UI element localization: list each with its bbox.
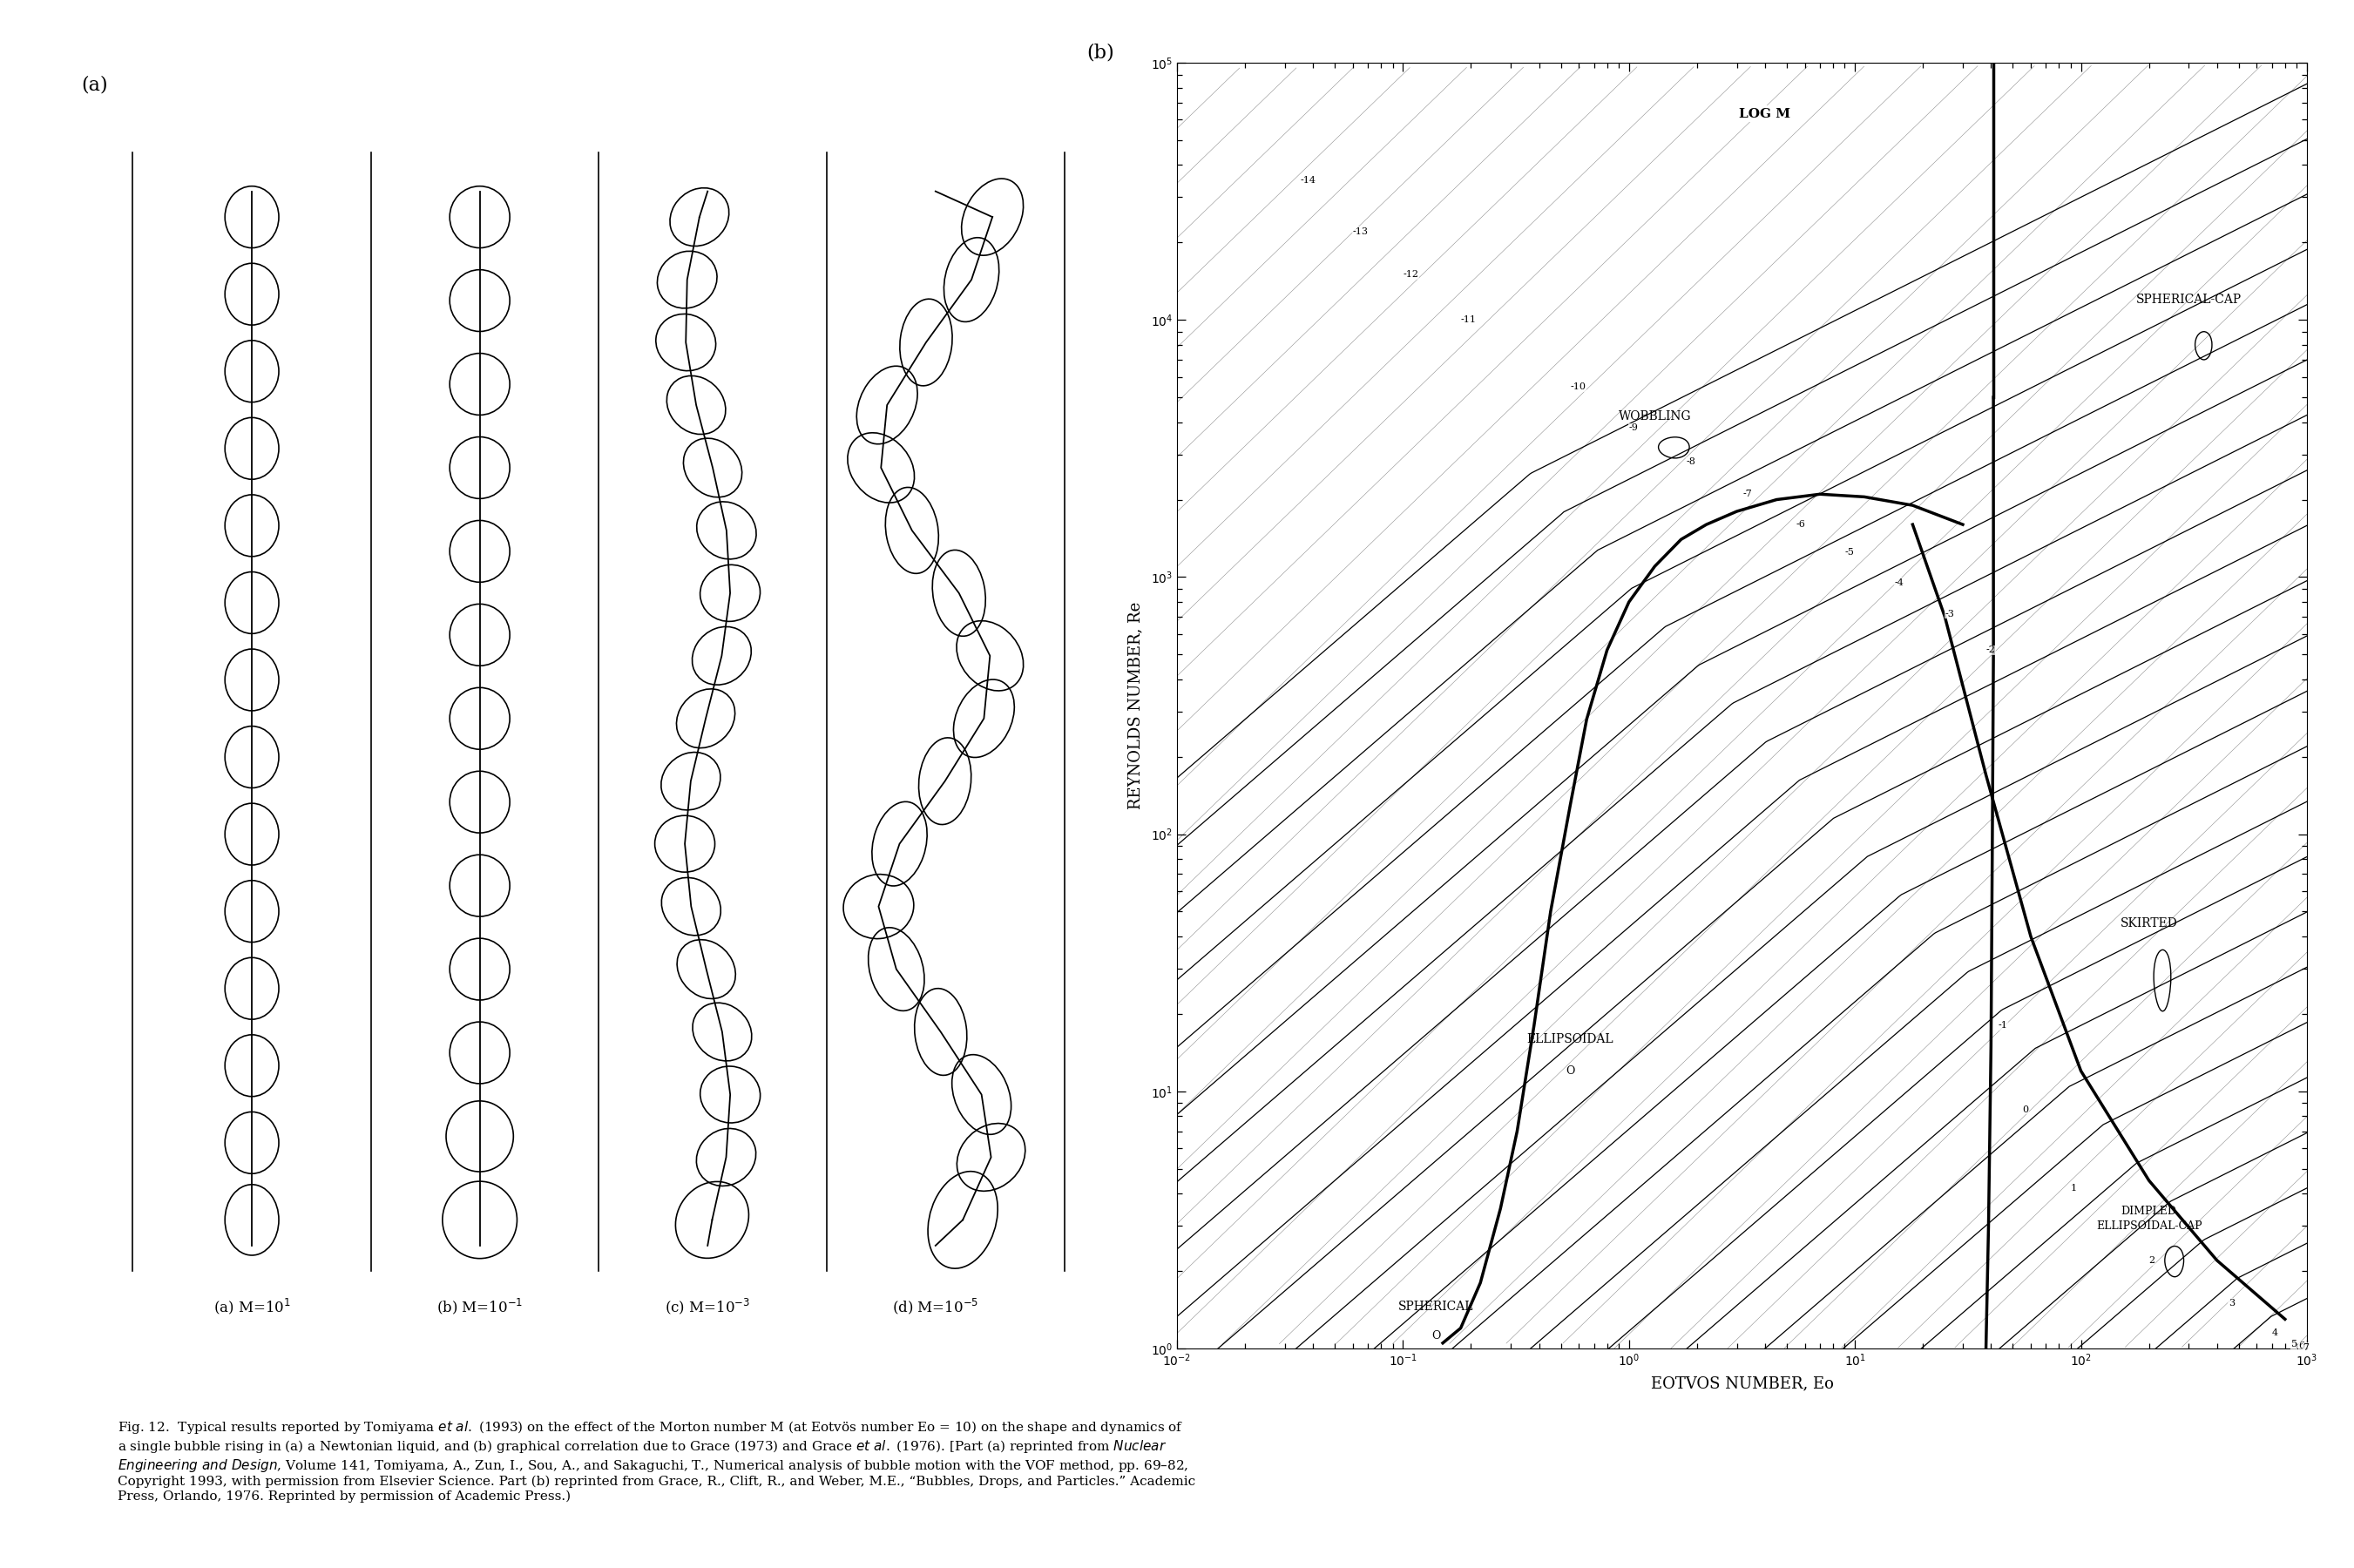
Text: -7: -7 [1742, 489, 1751, 499]
Text: 6: 6 [2300, 1342, 2305, 1350]
Text: -2: -2 [1987, 646, 1996, 654]
Text: LOG M: LOG M [1740, 108, 1791, 119]
Text: 7: 7 [2302, 1344, 2309, 1352]
Text: -6: -6 [1796, 521, 1806, 528]
Text: -4: -4 [1895, 579, 1904, 586]
Text: Fig. 12.  Typical results reported by Tomiyama $\it{et\ al.}$ (1993) on the effe: Fig. 12. Typical results reported by Tom… [118, 1419, 1196, 1502]
Text: SPHERICAL-CAP: SPHERICAL-CAP [2135, 293, 2241, 306]
Text: (c) M=10$^{-3}$: (c) M=10$^{-3}$ [664, 1297, 751, 1317]
Text: 5: 5 [2290, 1339, 2298, 1348]
Text: SPHERICAL: SPHERICAL [1398, 1301, 1474, 1312]
Text: -8: -8 [1688, 458, 1697, 466]
Text: 1: 1 [2072, 1184, 2076, 1193]
Text: -11: -11 [1462, 315, 1476, 325]
X-axis label: EOTVOS NUMBER, Eo: EOTVOS NUMBER, Eo [1650, 1377, 1834, 1392]
Text: -3: -3 [1944, 610, 1954, 618]
Text: -10: -10 [1570, 383, 1587, 390]
Text: WOBBLING: WOBBLING [1617, 411, 1690, 423]
Text: -1: -1 [1999, 1021, 2008, 1030]
Y-axis label: REYNOLDS NUMBER, Re: REYNOLDS NUMBER, Re [1128, 602, 1144, 809]
Text: -5: -5 [1846, 547, 1855, 557]
Text: 4: 4 [2272, 1328, 2279, 1338]
Text: (b) M=10$^{-1}$: (b) M=10$^{-1}$ [435, 1297, 523, 1317]
Text: 0: 0 [2022, 1105, 2029, 1113]
Text: 2: 2 [2149, 1256, 2156, 1265]
Text: (a): (a) [80, 75, 108, 94]
Text: DIMPLED
ELLIPSOIDAL-CAP: DIMPLED ELLIPSOIDAL-CAP [2095, 1206, 2201, 1231]
Text: O: O [1565, 1065, 1575, 1077]
Text: -12: -12 [1403, 270, 1419, 279]
Text: -13: -13 [1354, 227, 1368, 237]
Text: ELLIPSOIDAL: ELLIPSOIDAL [1528, 1033, 1615, 1044]
Text: 3: 3 [2229, 1298, 2234, 1308]
Text: (b): (b) [1088, 44, 1113, 63]
Text: (a) M=10$^{1}$: (a) M=10$^{1}$ [214, 1297, 290, 1317]
Text: SKIRTED: SKIRTED [2121, 917, 2177, 930]
Text: O: O [1431, 1330, 1441, 1342]
Text: -14: -14 [1299, 176, 1316, 185]
Text: (d) M=10$^{-5}$: (d) M=10$^{-5}$ [892, 1297, 979, 1317]
Text: -9: -9 [1629, 423, 1638, 433]
